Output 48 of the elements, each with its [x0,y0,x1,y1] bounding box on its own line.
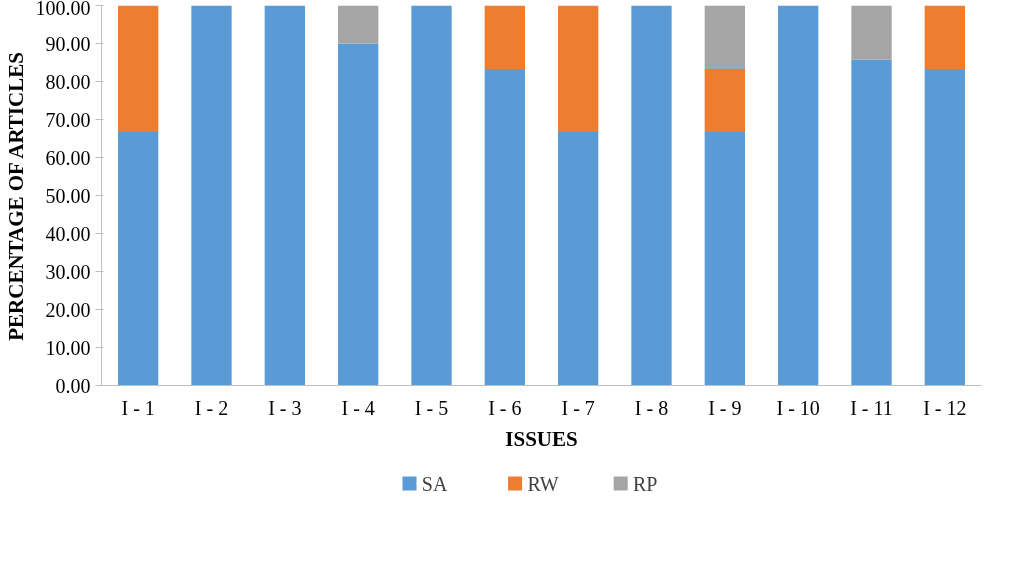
bar [264,5,305,386]
y-tick-label: 20.00 [45,298,91,321]
legend-label: RP [633,472,658,495]
y-tick-label: 10.00 [45,336,91,359]
bar [704,132,745,386]
x-tick-label: I - 1 [121,396,155,419]
x-tick-label: I - 11 [850,396,893,419]
y-tick-label: 50.00 [45,184,91,207]
bar [631,5,672,386]
x-tick-label: I - 7 [561,396,595,419]
y-tick-label: 40.00 [45,222,91,245]
y-tick-label: 80.00 [45,70,91,93]
bar [558,5,599,133]
bar [411,5,452,386]
x-tick-label: I - 5 [414,396,449,419]
x-tick-label: I - 12 [923,396,967,419]
bar [338,5,379,44]
bar [558,132,599,386]
x-tick-label: I - 4 [341,396,375,419]
bar [851,5,892,60]
bar [924,5,965,69]
x-tick-label: I - 8 [634,396,669,419]
x-axis-title: ISSUES [505,426,578,451]
bar [191,5,232,386]
bar [778,5,819,386]
bar [851,59,892,386]
legend-label: RW [527,472,559,495]
y-tick-label: 30.00 [45,260,91,283]
bar [924,68,965,386]
y-tick-label: 60.00 [45,146,91,169]
bar [704,5,745,69]
y-tick-label: 100.00 [35,0,91,19]
y-tick-label: 90.00 [45,32,91,55]
y-tick-label: 0.00 [55,374,91,397]
y-axis-title: PERCENTAGE OF ARTICLES [3,52,28,341]
bar [704,68,745,133]
bar [118,5,159,133]
y-tick-label: 70.00 [45,108,91,131]
x-tick-label: I - 6 [488,396,522,419]
x-tick-label: I - 9 [708,396,742,419]
x-tick-label: I - 10 [776,396,820,419]
bar [484,68,525,386]
bar [338,43,379,386]
x-tick-label: I - 3 [268,396,302,419]
x-tick-label: I - 2 [194,396,229,419]
bar [118,132,159,386]
bar [484,5,525,69]
legend-label: SA [421,472,448,495]
